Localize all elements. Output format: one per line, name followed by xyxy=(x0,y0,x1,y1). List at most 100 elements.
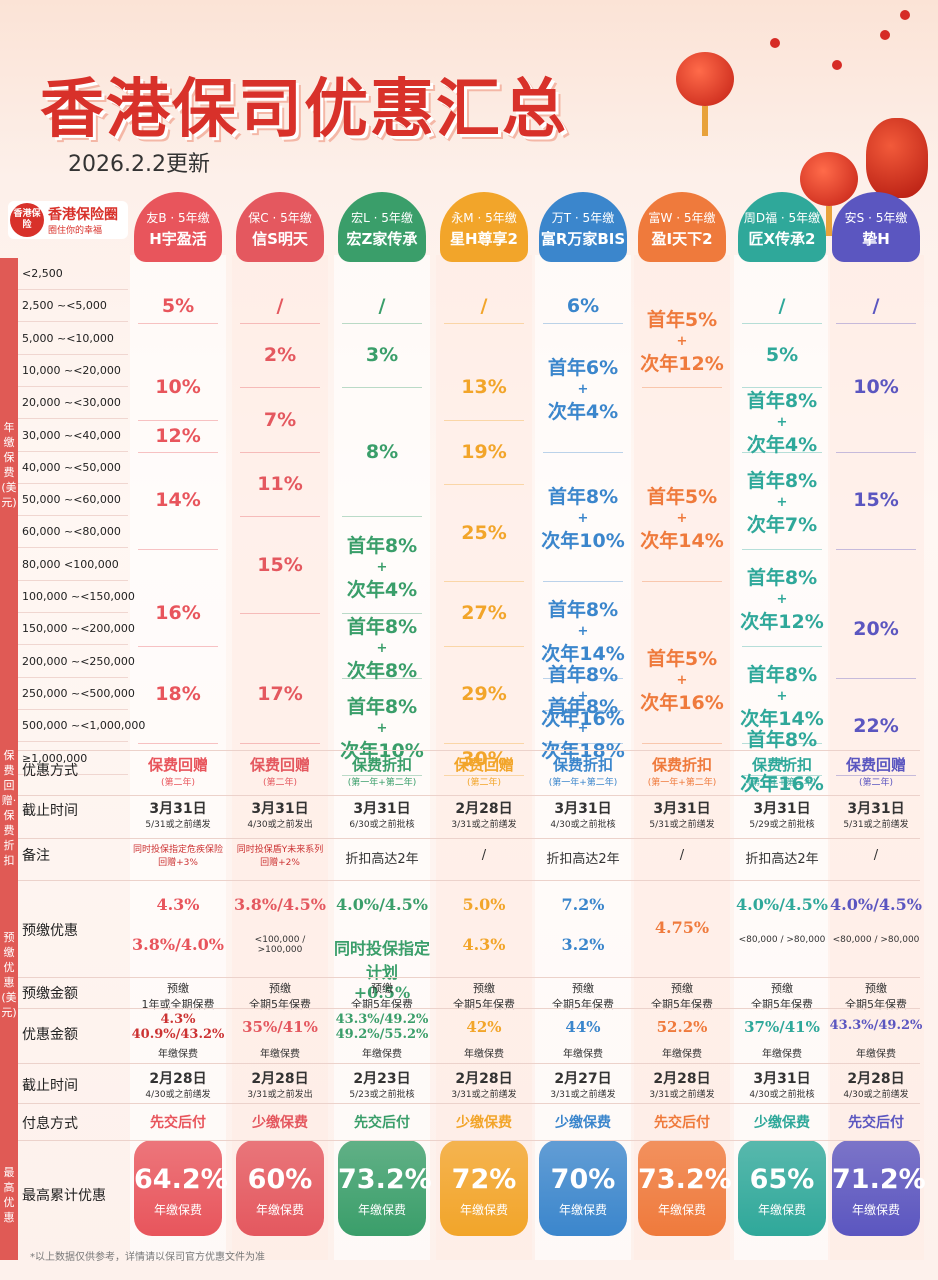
rate-value: 14% xyxy=(155,489,201,512)
band-divider xyxy=(444,322,524,324)
rate-value: 首年8% + 次年7% xyxy=(746,470,818,537)
logo-slogan: 圈住你的幸福 xyxy=(48,226,103,236)
max-discount-card: 70% 年缴保费 xyxy=(539,1140,627,1236)
max-discount-unit: 年缴保费 xyxy=(558,1203,607,1217)
column-header: 周D福 · 5年缴 匠X传承2 xyxy=(738,192,826,262)
offer-method: 保费回赠 xyxy=(453,756,514,774)
saving-unit: 年缴保费 xyxy=(260,1049,300,1060)
rate-value: / xyxy=(872,295,880,318)
prepay-rate: 7.2% xyxy=(561,895,605,914)
premium-band: 40,000 ~<50,000 xyxy=(18,452,128,484)
deadline: 2月28日 xyxy=(455,801,513,817)
band-divider xyxy=(138,419,218,421)
rate-value: 18% xyxy=(155,683,201,706)
prepay-amount: 预缴 全期5年保费 xyxy=(552,982,614,1011)
row-divider xyxy=(18,750,920,751)
rate-value: 首年8% + 次年4% xyxy=(346,534,418,601)
rate-value: 首年8% + 次年16% xyxy=(541,664,625,731)
product-name: 匠X传承2 xyxy=(748,230,816,248)
band-divider xyxy=(642,742,722,744)
rate-value: 11% xyxy=(257,473,303,496)
column-header: 友B · 5年缴 H宇盈活 xyxy=(134,192,222,262)
column-header: 万T · 5年缴 富R万家BIS xyxy=(539,192,627,262)
rate-value: 首年8% + 次年8% xyxy=(346,615,418,682)
prepay-amount: 预缴 全期5年保费 xyxy=(651,982,713,1011)
column-background xyxy=(130,255,226,1260)
deadline-sub: 3/31或之前缮发 xyxy=(451,820,517,830)
prepay-extra: <80,000 / >80,000 xyxy=(832,935,920,945)
product-name: 星H尊享2 xyxy=(450,230,518,248)
deadline2: 3月31日 xyxy=(753,1071,811,1087)
column-header: 宏L · 5年缴 宏Z家传承 xyxy=(338,192,426,262)
row-divider xyxy=(18,977,920,978)
left-label-band xyxy=(0,258,18,1260)
payment-method: 先交后付 xyxy=(150,1115,206,1131)
premium-band: 20,000 ~<30,000 xyxy=(18,387,128,420)
deadline2: 2月28日 xyxy=(455,1071,513,1087)
deadline-sub: 5/31或之前缮发 xyxy=(145,820,211,830)
rate-value: 首年6% + 次年4% xyxy=(547,357,619,424)
brand-logo: 香港保险 香港保险圈 圈住你的幸福 xyxy=(8,201,128,239)
band-divider xyxy=(444,742,524,744)
payment-method: 先交后付 xyxy=(848,1115,904,1131)
deadline: 3月31日 xyxy=(353,801,411,817)
premium-band: 60,000 ~<80,000 xyxy=(18,516,128,549)
band-divider xyxy=(444,645,524,647)
max-discount-card: 72% 年缴保费 xyxy=(440,1140,528,1236)
deadline2: 2月28日 xyxy=(847,1071,905,1087)
offer-method: 保费折扣 xyxy=(651,756,712,774)
saving-unit: 年缴保费 xyxy=(762,1049,802,1060)
company-name: 永M · 5年缴 xyxy=(451,211,517,225)
premium-band: <2,500 xyxy=(18,258,128,290)
row-label: 截止时间 xyxy=(22,803,78,819)
rate-value: 5% xyxy=(161,295,195,318)
update-date: 2026.2.2更新 xyxy=(68,152,210,177)
deadline-sub: 5/31或之前缮发 xyxy=(843,820,909,830)
offer-method: 保费折扣 xyxy=(552,756,613,774)
rate-value: 27% xyxy=(461,602,507,625)
note: / xyxy=(481,848,487,863)
band-divider xyxy=(444,484,524,486)
deadline-sub: 4/30或之前发出 xyxy=(247,820,313,830)
lantern-icon xyxy=(800,152,858,236)
row-label: 优惠方式 xyxy=(22,763,78,779)
rate-value: 首年8% + 次年18% xyxy=(541,696,625,763)
prepay-amount: 预缴 1年或全期保费 xyxy=(141,982,215,1011)
rate-value: 15% xyxy=(257,553,303,576)
premium-band: 50,000 ~<60,000 xyxy=(18,484,128,517)
band-divider xyxy=(342,613,422,615)
note: 折扣高达2年 xyxy=(546,852,620,867)
band-divider xyxy=(543,451,623,453)
band-divider xyxy=(342,322,422,324)
deadline-sub: 5/31或之前缮发 xyxy=(649,820,715,830)
payment-method: 先交后付 xyxy=(654,1115,710,1131)
note: 折扣高达2年 xyxy=(745,852,819,867)
rate-value: 25% xyxy=(461,521,507,544)
band-divider xyxy=(543,581,623,582)
product-name: 盈I天下2 xyxy=(651,230,713,248)
column-background xyxy=(232,255,328,1260)
row-label: 预缴金额 xyxy=(22,986,78,1002)
note: 同时投保盾Y未来系列 回赠+2% xyxy=(236,845,324,868)
band-divider xyxy=(240,516,320,518)
offer-method-sub: (第一年+第二年) xyxy=(747,778,817,788)
deadline2-sub: 3/31或之前缮发 xyxy=(550,1090,616,1100)
lantern-icon xyxy=(676,52,734,136)
row-label: 优惠金额 xyxy=(22,1027,78,1043)
max-discount-value: 71.2% xyxy=(832,1164,926,1195)
saving-unit: 年缴保费 xyxy=(158,1049,198,1060)
product-name: 宏Z家传承 xyxy=(346,230,418,248)
max-discount-value: 64.2% xyxy=(134,1164,228,1195)
rate-value: 29% xyxy=(461,683,507,706)
max-discount-unit: 年缴保费 xyxy=(757,1203,806,1217)
premium-band: 5,000 ~<10,000 xyxy=(18,323,128,355)
band-divider xyxy=(642,581,722,582)
max-discount-unit: 年缴保费 xyxy=(851,1203,900,1217)
band-divider xyxy=(342,774,422,776)
deadline2-sub: 3/31或之前缮发 xyxy=(451,1090,517,1100)
premium-band: 500,000 ~<1,000,000 xyxy=(18,710,145,743)
prepay-amount: 预缴 全期5年保费 xyxy=(453,982,515,1011)
rate-value: 30% xyxy=(461,747,507,770)
rate-value: 3% xyxy=(365,343,399,366)
label-prepay: 预缴优惠(美元) xyxy=(1,931,17,1019)
